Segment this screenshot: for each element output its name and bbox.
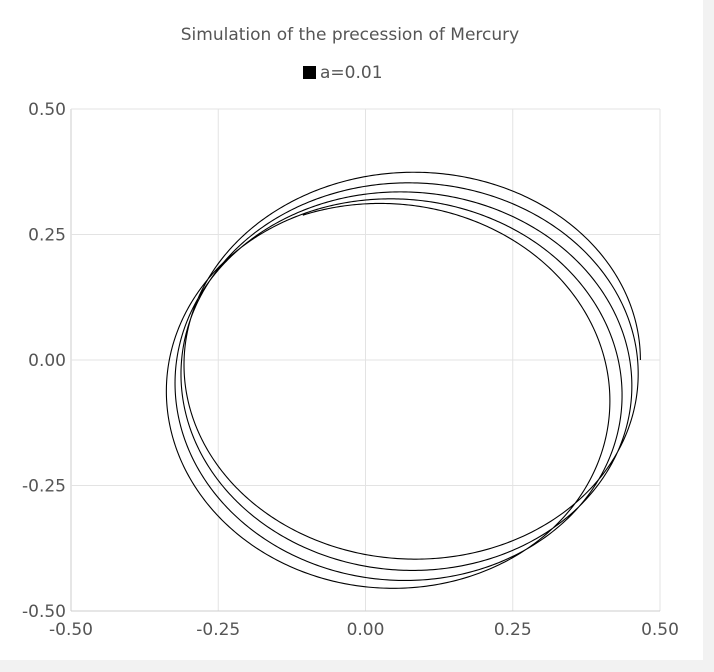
- series-orbit-path: [165, 171, 641, 589]
- x-tick-label: 0.50: [641, 620, 679, 640]
- legend[interactable]: a=0.01: [303, 63, 383, 83]
- tick-layer: -0.50 -0.25 0.00 0.25 0.50 0.50 0.25 0.00 -0.25 -…: [22, 100, 679, 640]
- chart-svg: Simulation of the precession of Mercury …: [22, 25, 679, 640]
- legend-swatch: [303, 66, 316, 79]
- x-tick-label: 0.00: [347, 620, 385, 640]
- y-tick-label: 0.50: [28, 100, 66, 120]
- y-tick-label: 0.00: [28, 351, 66, 371]
- y-tick-label: -0.25: [22, 477, 66, 497]
- series-layer: [165, 171, 641, 589]
- grid-layer: [70, 108, 661, 612]
- y-tick-label: 0.25: [28, 226, 66, 246]
- chart-panel: Simulation of the precession of Mercury …: [0, 0, 703, 660]
- y-tick-label: -0.50: [22, 602, 66, 622]
- chart-title: Simulation of the precession of Mercury: [181, 25, 519, 45]
- legend-label: a=0.01: [320, 63, 383, 83]
- x-tick-label: 0.25: [494, 620, 532, 640]
- x-tick-label: -0.50: [49, 620, 93, 640]
- x-tick-label: -0.25: [196, 620, 240, 640]
